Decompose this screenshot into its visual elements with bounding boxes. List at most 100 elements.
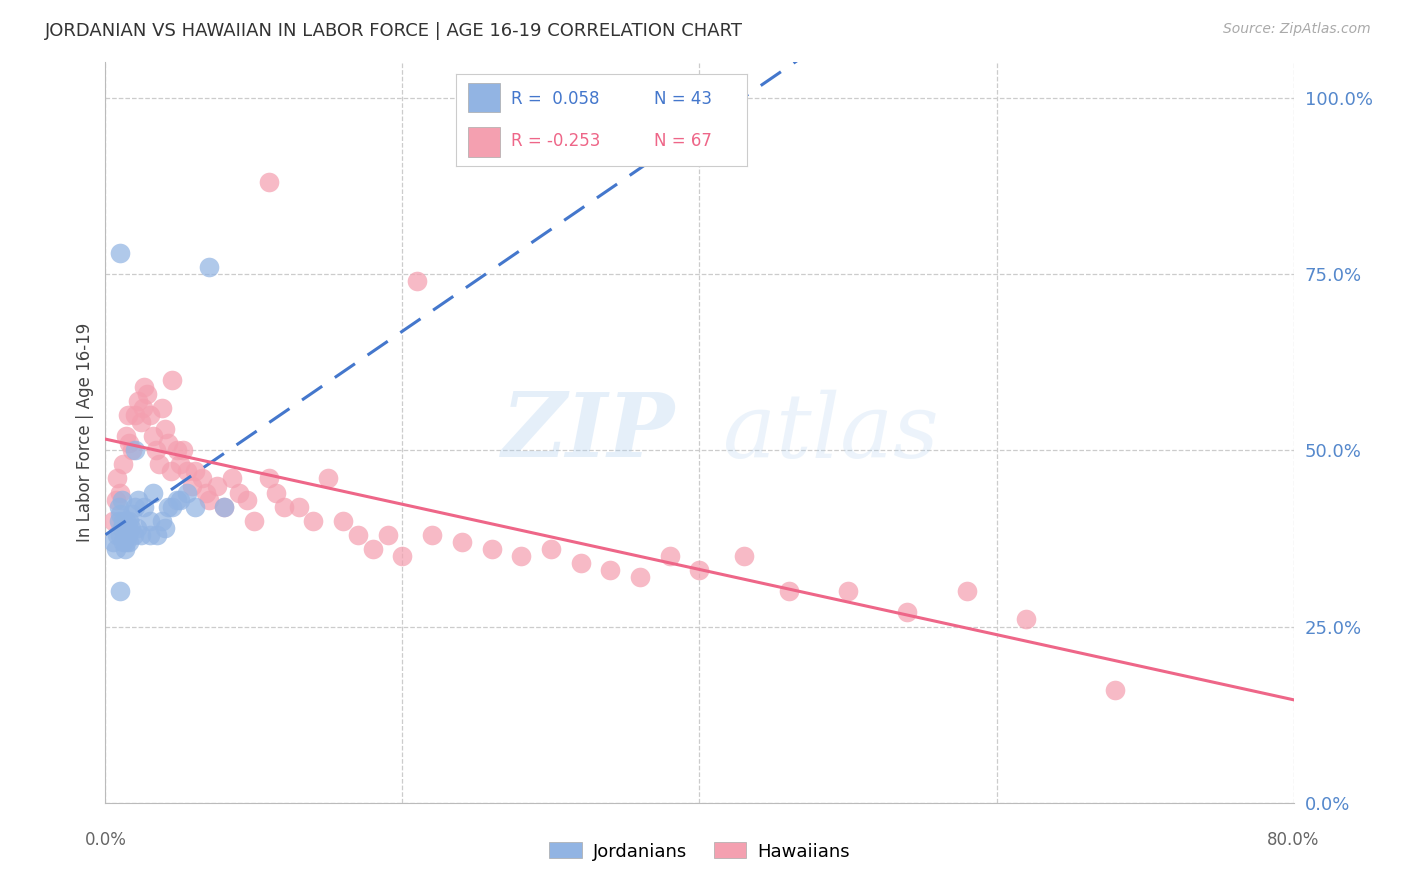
- Text: Source: ZipAtlas.com: Source: ZipAtlas.com: [1223, 22, 1371, 37]
- Point: [124, 443, 146, 458]
- Point: [110, 584, 132, 599]
- Point: [125, 521, 148, 535]
- Point: [118, 436, 141, 450]
- Point: [599, 563, 621, 577]
- Point: [132, 500, 155, 514]
- Point: [110, 245, 132, 260]
- Point: [139, 514, 162, 528]
- Point: [183, 500, 205, 514]
- Point: [628, 570, 651, 584]
- Point: [122, 528, 145, 542]
- Point: [111, 492, 134, 507]
- Point: [114, 541, 136, 556]
- Point: [108, 500, 131, 514]
- Text: 80.0%: 80.0%: [1267, 830, 1320, 848]
- Point: [243, 514, 266, 528]
- Point: [166, 492, 188, 507]
- Point: [176, 485, 198, 500]
- Point: [115, 535, 138, 549]
- Point: [273, 500, 295, 514]
- Point: [733, 549, 755, 563]
- Point: [104, 492, 127, 507]
- Point: [214, 500, 236, 514]
- Point: [142, 429, 165, 443]
- Point: [169, 458, 191, 472]
- Point: [195, 485, 218, 500]
- Point: [540, 541, 562, 556]
- Point: [112, 535, 135, 549]
- Point: [148, 458, 170, 472]
- Y-axis label: In Labor Force | Age 16-19: In Labor Force | Age 16-19: [76, 323, 94, 542]
- Point: [127, 492, 149, 507]
- Point: [139, 528, 162, 542]
- Point: [510, 549, 533, 563]
- Point: [121, 507, 143, 521]
- Point: [115, 429, 138, 443]
- Point: [332, 514, 354, 528]
- Point: [104, 541, 127, 556]
- Point: [377, 528, 399, 542]
- Point: [124, 500, 146, 514]
- Point: [146, 528, 169, 542]
- Point: [129, 415, 152, 429]
- Text: atlas: atlas: [723, 389, 939, 476]
- Point: [1015, 612, 1038, 626]
- Point: [172, 443, 194, 458]
- Point: [111, 521, 134, 535]
- Point: [112, 514, 135, 528]
- Point: [257, 471, 280, 485]
- Point: [406, 274, 429, 288]
- Point: [110, 528, 132, 542]
- Point: [214, 500, 236, 514]
- Point: [1104, 683, 1126, 698]
- Point: [302, 514, 325, 528]
- Point: [689, 563, 711, 577]
- Point: [778, 584, 800, 599]
- Point: [117, 408, 139, 422]
- Point: [118, 514, 141, 528]
- Point: [110, 507, 132, 521]
- Point: [166, 443, 188, 458]
- Point: [347, 528, 370, 542]
- Point: [896, 606, 918, 620]
- Point: [118, 535, 141, 549]
- Point: [156, 500, 179, 514]
- Point: [121, 443, 143, 458]
- Point: [145, 443, 167, 458]
- Point: [132, 380, 155, 394]
- Point: [221, 471, 243, 485]
- Point: [150, 514, 173, 528]
- Point: [658, 549, 681, 563]
- Point: [120, 521, 142, 535]
- Point: [198, 260, 221, 274]
- Point: [105, 471, 128, 485]
- Point: [162, 373, 184, 387]
- Point: [956, 584, 979, 599]
- Point: [391, 549, 413, 563]
- Point: [156, 436, 179, 450]
- Point: [569, 556, 592, 570]
- Point: [287, 500, 309, 514]
- Point: [153, 422, 176, 436]
- Point: [361, 541, 384, 556]
- Point: [153, 521, 176, 535]
- Text: 0.0%: 0.0%: [84, 830, 127, 848]
- Point: [105, 528, 128, 542]
- Point: [131, 401, 153, 415]
- Point: [159, 464, 181, 478]
- Point: [481, 541, 503, 556]
- Point: [139, 408, 162, 422]
- Legend: Jordanians, Hawaiians: Jordanians, Hawaiians: [541, 835, 858, 868]
- Point: [162, 500, 184, 514]
- Point: [205, 478, 228, 492]
- Point: [117, 521, 139, 535]
- Point: [235, 492, 257, 507]
- Point: [136, 387, 159, 401]
- Point: [142, 485, 165, 500]
- Point: [101, 514, 124, 528]
- Point: [198, 492, 221, 507]
- Point: [117, 528, 139, 542]
- Point: [127, 393, 149, 408]
- Point: [176, 464, 198, 478]
- Point: [112, 458, 135, 472]
